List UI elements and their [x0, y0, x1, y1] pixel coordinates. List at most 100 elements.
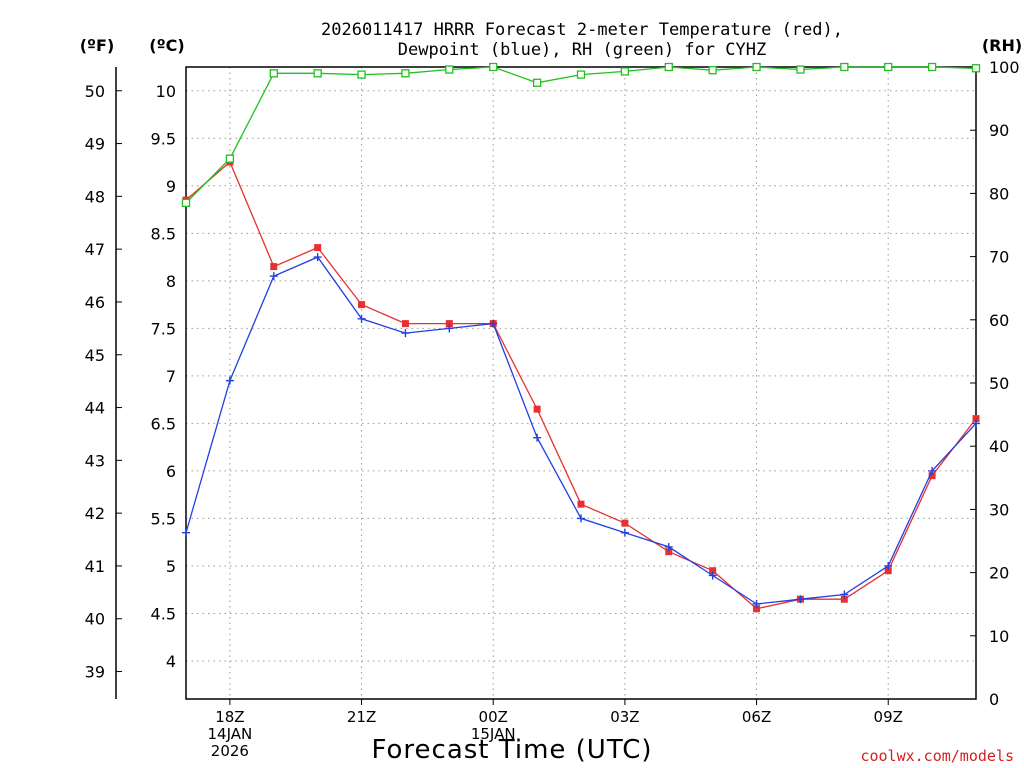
rh-tick-label: 40 [989, 437, 1009, 456]
2-meter-temperature-point [928, 472, 936, 480]
fahrenheit-tick-labels: 39 40 41 42 43 44 45 46 47 48 49 50 [85, 82, 122, 682]
fahrenheit-tick-label: 40 [85, 610, 105, 629]
2-meter-temperature-point [314, 244, 322, 252]
2-meter-temperature-point [709, 567, 717, 575]
2-meter-temperature-point [621, 519, 629, 527]
rh-point [313, 69, 322, 78]
dewpoint-point [401, 329, 410, 338]
x-tick-label: 2026 [211, 742, 249, 760]
celsius-tick-label: 4.5 [151, 604, 176, 623]
rh-point [927, 62, 937, 72]
celsius-tick-label: 9.5 [151, 129, 176, 148]
celsius-tick-label: 6.5 [151, 414, 176, 433]
fahrenheit-tick-label: 47 [85, 240, 105, 259]
fahrenheit-tick-label: 46 [85, 293, 105, 312]
dewpoint-point [884, 561, 893, 570]
2-meter-temperature-point [577, 500, 585, 508]
fahrenheit-axis-unit: (ºF) [80, 36, 115, 55]
x-tick-label: 18Z [215, 708, 244, 726]
fahrenheit-tick-label: 50 [85, 82, 105, 101]
dewpoint-point [752, 599, 761, 608]
rh-tick-label: 90 [989, 121, 1009, 140]
dewpoint-point [533, 433, 542, 442]
celsius-tick-label: 5.5 [151, 509, 176, 528]
rh-point [489, 62, 498, 72]
dewpoint-point [972, 419, 980, 428]
rh-point [576, 70, 586, 79]
fahrenheit-tick-label: 48 [85, 187, 105, 206]
celsius-tick-label: 8.5 [151, 224, 176, 243]
celsius-tick-label: 8 [166, 272, 176, 291]
rh-point [401, 69, 410, 78]
dewpoint-point [840, 590, 849, 599]
rh-line [185, 66, 977, 204]
celsius-tick-label: 4 [166, 652, 176, 671]
x-tick-label: 15JAN [471, 725, 516, 743]
rh-point [532, 78, 542, 87]
rh-point [445, 65, 454, 74]
x-tick-label: 03Z [610, 708, 639, 726]
plot-frame [185, 66, 977, 700]
x-tick-label: 09Z [874, 708, 903, 726]
2-meter-temperature-line [185, 160, 977, 610]
2-meter-temperature-point [358, 301, 366, 309]
rh-point [796, 65, 805, 74]
dewpoint-point [182, 528, 190, 537]
rh-axis-unit: (RH) [982, 36, 1022, 55]
x-tick-label: 06Z [742, 708, 771, 726]
rh-point [884, 62, 893, 72]
rh-point [269, 69, 278, 78]
chart-title-line1: 2026011417 HRRR Forecast 2-meter Tempera… [321, 20, 843, 40]
rh-point [971, 64, 981, 73]
celsius-tick-label: 7 [166, 367, 176, 386]
x-tick-label: 14JAN [208, 725, 253, 743]
dewpoint-point [620, 528, 629, 537]
rh-tick-label: 80 [989, 184, 1009, 203]
rh-tick-label: 10 [989, 627, 1009, 646]
celsius-tick-label: 9 [166, 177, 176, 196]
dewpoint-point [225, 376, 234, 385]
fahrenheit-tick-label: 44 [85, 399, 105, 418]
fahrenheit-tick-label: 41 [85, 557, 105, 576]
celsius-tick-label: 5 [166, 557, 176, 576]
2-meter-temperature-point [972, 415, 980, 423]
rh-point [708, 66, 717, 75]
2-meter-temperature-point [665, 548, 673, 556]
rh-tick-label: 50 [989, 374, 1009, 393]
2-meter-temperature-point [884, 567, 892, 575]
dewpoint-point [313, 253, 322, 262]
rh-point [620, 67, 630, 76]
grid-lines [186, 67, 976, 699]
dewpoint-line [185, 256, 977, 605]
dewpoint-point [269, 272, 278, 281]
celsius-axis-unit: (ºC) [149, 36, 184, 55]
2-meter-temperature-point [401, 320, 409, 328]
celsius-tick-label: 6 [166, 462, 176, 481]
rh-point [752, 62, 761, 72]
x-axis-label: Forecast Time (UTC) [371, 735, 652, 765]
2-meter-temperature-point [753, 605, 761, 613]
rh-tick-label: 0 [989, 690, 999, 709]
dewpoint-point [796, 595, 805, 604]
celsius-tick-label: 10 [156, 82, 176, 101]
fahrenheit-tick-label: 45 [85, 346, 105, 365]
fahrenheit-tick-label: 49 [85, 135, 105, 154]
dewpoint-point [577, 514, 585, 523]
credit-text: coolwx.com/models [860, 747, 1014, 765]
rh-point [225, 154, 235, 163]
x-tick-label: 00Z [479, 708, 508, 726]
rh-point [664, 62, 673, 72]
dewpoint-point [708, 571, 717, 580]
dewpoint-point [489, 319, 498, 328]
rh-tick-label: 60 [989, 311, 1009, 330]
2-meter-temperature-point [445, 320, 453, 328]
rh-tick-labels: 0 10 20 30 40 50 60 70 80 90 100 [970, 58, 1020, 709]
rh-tick-label: 30 [989, 500, 1009, 519]
dewpoint-point [928, 466, 937, 475]
celsius-tick-labels: 4 4.5 5 5.5 6 6.5 7 7.5 8 8.5 9 9.5 10 [151, 82, 176, 671]
dewpoint-point [445, 324, 454, 333]
rh-tick-label: 20 [989, 564, 1009, 583]
2-meter-temperature-point [533, 405, 541, 413]
